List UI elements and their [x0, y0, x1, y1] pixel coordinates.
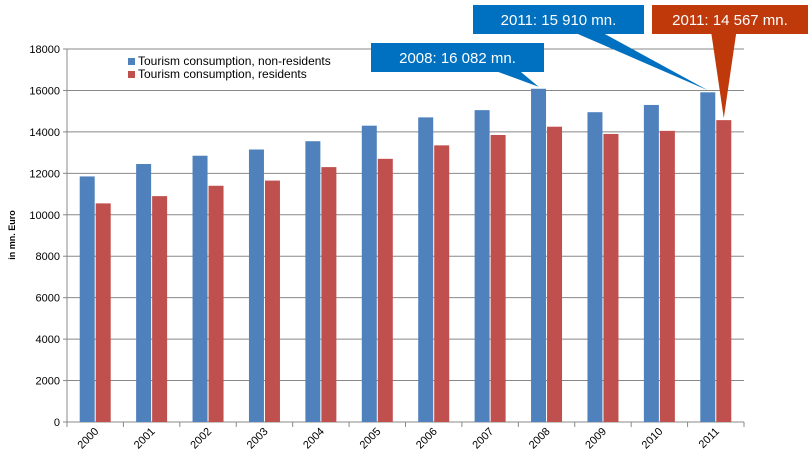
legend-label-residents: Tourism consumption, residents — [138, 67, 307, 81]
bar-non-residents-2010 — [643, 104, 659, 422]
bar-non-residents-2004 — [305, 141, 321, 423]
callouts: 2008: 16 082 mn. 2011: 15 910 mn. 2011: … — [371, 5, 808, 119]
bar-residents-2005 — [377, 158, 393, 423]
bar-residents-2007 — [490, 134, 506, 422]
bar-non-residents-2005 — [361, 125, 377, 422]
y-tick-label: 12000 — [29, 168, 60, 180]
y-tick-label: 2000 — [36, 376, 60, 388]
callout-tail — [575, 33, 708, 91]
bar-non-residents-2007 — [474, 110, 490, 422]
callout-label: 2008: 16 082 mn. — [399, 50, 516, 67]
x-tick-label: 2005 — [358, 426, 384, 452]
bar-non-residents-2011 — [700, 92, 716, 422]
bar-residents-2001 — [152, 196, 168, 422]
legend-swatch-residents — [128, 71, 135, 78]
x-tick-label: 2008 — [527, 426, 553, 452]
y-tick-label: 6000 — [36, 293, 60, 305]
callout-tail — [711, 33, 737, 119]
y-tick-label: 8000 — [36, 251, 60, 263]
bar-residents-2000 — [95, 203, 111, 422]
bar-residents-2011 — [716, 120, 732, 422]
y-tick-label: 0 — [54, 417, 60, 429]
y-axis-title: in mn. Euro — [7, 210, 17, 260]
y-tick-labels: 0 2000 4000 6000 8000 10000 12000 14000 16000 180… — [29, 44, 60, 429]
legend-swatch-non-residents — [128, 58, 135, 65]
x-tick-labels: 2000 2001 2002 2003 2004 2005 2006 2007 2008 2009… — [66, 422, 745, 452]
x-tick-label: 2004 — [301, 426, 327, 452]
bar-residents-2008 — [547, 126, 563, 422]
x-tick-label: 2006 — [414, 426, 440, 452]
legend-label-non-residents: Tourism consumption, non-residents — [138, 54, 331, 68]
x-tick-label: 2001 — [132, 426, 158, 452]
callout-label: 2011: 15 910 mn. — [501, 12, 617, 29]
callout-2008-non-residents: 2008: 16 082 mn. — [371, 43, 544, 87]
y-tick-label: 4000 — [36, 334, 60, 346]
bar-residents-2006 — [434, 145, 450, 422]
axes — [66, 49, 744, 423]
y-tick-label: 16000 — [29, 85, 60, 97]
y-tick-label: 14000 — [29, 127, 60, 139]
callout-label: 2011: 14 567 mn. — [672, 12, 788, 29]
bar-residents-2010 — [659, 130, 675, 422]
callout-2011-non-residents: 2011: 15 910 mn. — [473, 5, 708, 91]
bar-non-residents-2000 — [79, 176, 95, 422]
x-tick-label: 2000 — [76, 426, 102, 452]
bar-residents-2004 — [321, 167, 337, 422]
x-tick-label: 2011 — [697, 426, 722, 451]
bar-non-residents-2006 — [418, 117, 434, 422]
callout-tail — [495, 71, 539, 87]
x-tick-label: 2002 — [188, 426, 214, 452]
x-tick-label: 2009 — [583, 426, 609, 452]
bar-non-residents-2008 — [531, 88, 547, 422]
bar-non-residents-2002 — [192, 155, 208, 422]
bar-non-residents-2009 — [587, 112, 603, 423]
callout-box — [473, 5, 644, 34]
x-tick-label: 2010 — [640, 426, 666, 452]
bar-residents-2002 — [208, 185, 224, 422]
callout-2011-residents: 2011: 14 567 mn. — [652, 5, 808, 119]
y-tick-label: 10000 — [29, 210, 60, 222]
bar-residents-2009 — [603, 133, 619, 422]
bars — [79, 88, 732, 423]
bar-non-residents-2003 — [248, 149, 264, 422]
callout-box — [371, 43, 544, 72]
x-tick-label: 2003 — [245, 426, 271, 452]
callout-box — [652, 5, 808, 34]
bar-residents-2003 — [264, 180, 280, 422]
bar-non-residents-2001 — [136, 164, 152, 422]
legend: Tourism consumption, non-residents Touri… — [128, 54, 331, 81]
y-tick-label: 18000 — [29, 44, 60, 56]
x-tick-label: 2007 — [470, 426, 496, 452]
